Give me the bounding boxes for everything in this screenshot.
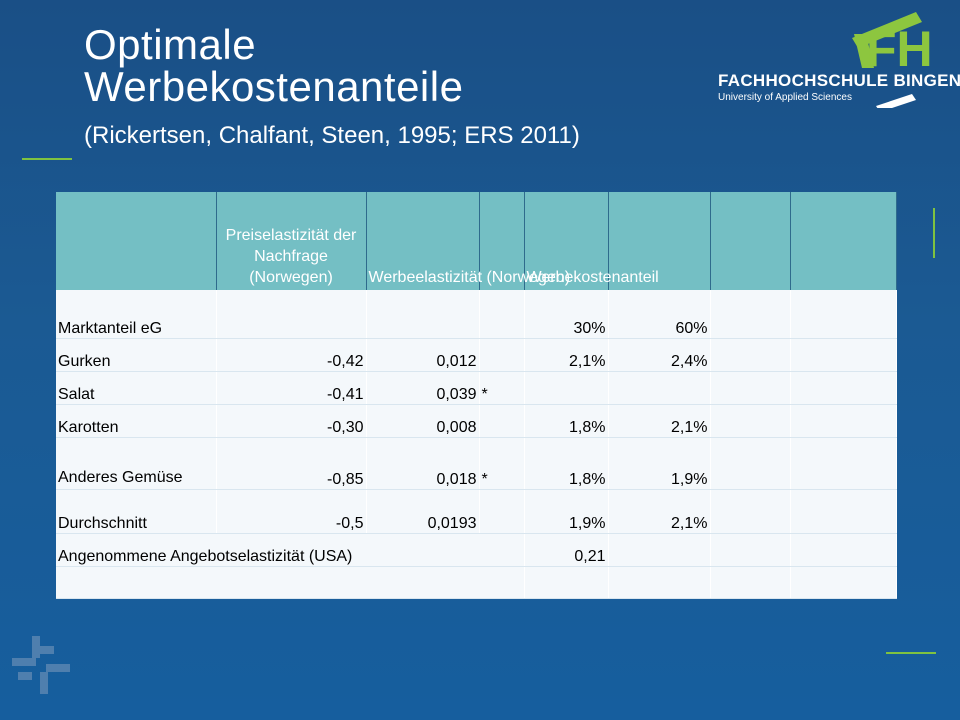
table-cell: 1,8% <box>524 404 609 438</box>
table-cell: -0,30 <box>216 404 367 438</box>
table-cell: 1,9% <box>524 489 609 534</box>
title-line-2: Werbekostenanteile <box>84 63 464 110</box>
title-line-1: Optimale <box>84 21 257 68</box>
fh-logo-icon: FH <box>852 12 933 108</box>
accent-line-left <box>22 158 72 160</box>
page-subtitle: (Rickertsen, Chalfant, Steen, 1995; ERS … <box>84 122 580 149</box>
row-label: Marktanteil eG <box>56 290 217 339</box>
table-cell <box>710 533 791 567</box>
svg-text:FH: FH <box>866 21 933 77</box>
row-label: Karotten <box>56 404 217 438</box>
table-cell: -0,41 <box>216 371 367 405</box>
table-row: Durchschnitt -0,5 0,0193 1,9% 2,1% <box>56 489 897 534</box>
header-cell-advertising-share: Werbekostenanteil <box>524 192 659 290</box>
advertising-elasticity-table: Preiselastizität der Nachfrage (Norwegen… <box>56 192 897 599</box>
table-header-row: Preiselastizität der Nachfrage (Norwegen… <box>56 192 897 290</box>
header-cell <box>479 192 525 290</box>
header-cell-advertising-elasticity: Werbeelastizität (Norwegen) <box>366 192 570 290</box>
header-cell-price-elasticity: Preiselastizität der Nachfrage (Norwegen… <box>216 192 367 290</box>
table-cell: 2,1% <box>608 404 711 438</box>
table-cell: 60% <box>608 290 711 339</box>
row-label: Durchschnitt <box>56 489 217 534</box>
table-cell <box>790 338 897 372</box>
table-cell: 2,1% <box>524 338 609 372</box>
table-cell: -0,42 <box>216 338 367 372</box>
table-cell <box>479 489 525 534</box>
table-cell <box>56 566 525 599</box>
supply-elasticity-label: Angenommene Angebotselastizität (USA) <box>56 533 525 567</box>
accent-line-right-vertical <box>933 208 935 258</box>
header-cell <box>710 192 791 290</box>
table-cell: 0,008 <box>366 404 480 438</box>
header-cell <box>608 192 711 290</box>
row-label: Gurken <box>56 338 217 372</box>
table-row-empty <box>56 566 897 599</box>
table-cell <box>790 290 897 339</box>
table-cell <box>366 290 480 339</box>
table-cell: 0,012 <box>366 338 480 372</box>
table-cell <box>790 489 897 534</box>
table-cell <box>790 371 897 405</box>
table-cell <box>524 566 609 599</box>
table-cell <box>790 566 897 599</box>
table-cell: 2,4% <box>608 338 711 372</box>
table-cell <box>790 533 897 567</box>
supply-elasticity-value: 0,21 <box>524 533 609 567</box>
table-row-supply-elasticity: Angenommene Angebotselastizität (USA) 0,… <box>56 533 897 567</box>
table-row: Gurken -0,42 0,012 2,1% 2,4% <box>56 338 897 372</box>
accent-line-right-bottom <box>886 652 936 654</box>
table-cell <box>608 371 711 405</box>
table-cell <box>479 290 525 339</box>
table-row: Anderes Gemüse -0,85 0,018 * 1,8% 1,9% <box>56 437 897 490</box>
table-cell: 0,018 <box>366 437 480 490</box>
table-cell <box>216 290 367 339</box>
table-cell <box>710 338 791 372</box>
header-cell <box>790 192 897 290</box>
table-cell <box>710 290 791 339</box>
table-row: Salat -0,41 0,039 * <box>56 371 897 405</box>
table-cell <box>479 338 525 372</box>
table-cell: * <box>479 437 525 490</box>
table-cell <box>710 566 791 599</box>
page-title: Optimale Werbekostenanteile <box>84 24 463 108</box>
table-cell <box>790 437 897 490</box>
table-cell: 1,9% <box>608 437 711 490</box>
row-label: Salat <box>56 371 217 405</box>
table-cell <box>608 533 711 567</box>
table-cell: 0,039 <box>366 371 480 405</box>
table-cell: 1,8% <box>524 437 609 490</box>
table-row: Karotten -0,30 0,008 1,8% 2,1% <box>56 404 897 438</box>
table-cell: 2,1% <box>608 489 711 534</box>
table-cell <box>710 437 791 490</box>
table-cell: -0,85 <box>216 437 367 490</box>
table-cell <box>710 404 791 438</box>
row-label: Anderes Gemüse <box>56 437 217 490</box>
table-cell: -0,5 <box>216 489 367 534</box>
header-cell <box>56 192 217 290</box>
table-row: Marktanteil eG 30% 60% <box>56 290 897 339</box>
table-cell <box>524 371 609 405</box>
table-cell <box>608 566 711 599</box>
table-cell: 30% <box>524 290 609 339</box>
table-cell <box>790 404 897 438</box>
table-cell <box>710 371 791 405</box>
logo-institution-name: FACHHOCHSCHULE BINGEN <box>718 71 960 90</box>
table-cell <box>479 404 525 438</box>
table-cell: 0,0193 <box>366 489 480 534</box>
decorative-plus-pattern-icon <box>12 636 70 694</box>
table-cell: * <box>479 371 525 405</box>
table-cell <box>710 489 791 534</box>
logo-institution-subtitle: University of Applied Sciences <box>718 92 852 103</box>
